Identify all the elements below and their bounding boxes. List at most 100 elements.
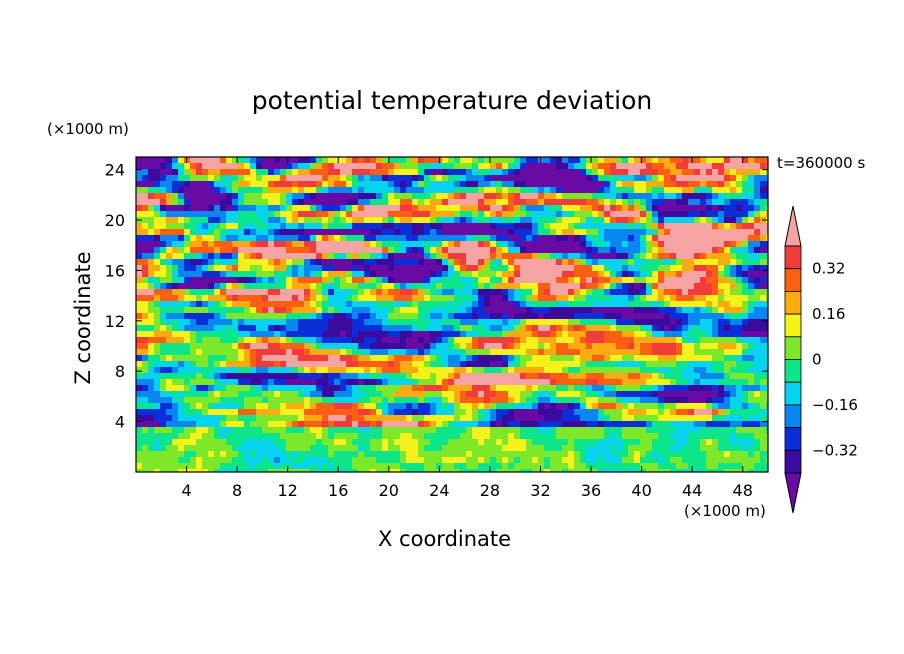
field-cell bbox=[478, 229, 485, 236]
field-cell bbox=[334, 337, 341, 344]
field-cell bbox=[526, 217, 533, 224]
field-cell bbox=[682, 283, 689, 290]
field-cell bbox=[490, 373, 497, 380]
field-cell bbox=[562, 373, 569, 380]
field-cell bbox=[394, 433, 401, 440]
field-cell bbox=[226, 277, 233, 284]
field-cell bbox=[472, 403, 479, 410]
field-cell bbox=[514, 301, 521, 308]
field-cell bbox=[166, 379, 173, 386]
field-cell bbox=[616, 229, 623, 236]
field-cell bbox=[742, 241, 749, 248]
field-cell bbox=[184, 187, 191, 194]
field-cell bbox=[136, 301, 143, 308]
field-cell bbox=[142, 379, 149, 386]
field-cell bbox=[754, 295, 761, 302]
field-cell bbox=[280, 229, 287, 236]
field-cell bbox=[394, 169, 401, 176]
field-cell bbox=[382, 229, 389, 236]
field-cell bbox=[508, 205, 515, 212]
field-cell bbox=[730, 421, 737, 428]
field-cell bbox=[142, 253, 149, 260]
field-cell bbox=[496, 175, 503, 182]
field-cell bbox=[310, 337, 317, 344]
field-cell bbox=[466, 355, 473, 362]
field-cell bbox=[394, 397, 401, 404]
field-cell bbox=[574, 331, 581, 338]
field-cell bbox=[166, 265, 173, 272]
field-cell bbox=[700, 355, 707, 362]
field-cell bbox=[520, 157, 527, 164]
field-cell bbox=[370, 169, 377, 176]
field-cell bbox=[250, 397, 257, 404]
field-cell bbox=[676, 415, 683, 422]
field-cell bbox=[274, 421, 281, 428]
field-cell bbox=[226, 265, 233, 272]
field-cell bbox=[718, 277, 725, 284]
field-cell bbox=[262, 385, 269, 392]
field-cell bbox=[346, 247, 353, 254]
field-cell bbox=[448, 163, 455, 170]
field-cell bbox=[544, 259, 551, 266]
field-cell bbox=[334, 433, 341, 440]
field-cell bbox=[736, 205, 743, 212]
field-cell bbox=[268, 271, 275, 278]
field-cell bbox=[622, 217, 629, 224]
field-cell bbox=[472, 319, 479, 326]
field-cell bbox=[184, 361, 191, 368]
field-cell bbox=[304, 247, 311, 254]
field-cell bbox=[706, 325, 713, 332]
field-cell bbox=[334, 325, 341, 332]
field-cell bbox=[280, 199, 287, 206]
field-cell bbox=[436, 319, 443, 326]
field-cell bbox=[718, 319, 725, 326]
field-cell bbox=[364, 181, 371, 188]
field-cell bbox=[658, 169, 665, 176]
field-cell bbox=[748, 337, 755, 344]
field-cell bbox=[172, 217, 179, 224]
field-cell bbox=[586, 349, 593, 356]
field-cell bbox=[154, 169, 161, 176]
field-cell bbox=[742, 265, 749, 272]
field-cell bbox=[352, 229, 359, 236]
field-cell bbox=[442, 379, 449, 386]
field-cell bbox=[406, 277, 413, 284]
field-cell bbox=[322, 307, 329, 314]
field-cell bbox=[400, 265, 407, 272]
field-cell bbox=[736, 295, 743, 302]
field-cell bbox=[622, 343, 629, 350]
field-cell bbox=[496, 289, 503, 296]
field-cell bbox=[250, 337, 257, 344]
field-cell bbox=[208, 229, 215, 236]
field-cell bbox=[670, 313, 677, 320]
field-cell bbox=[466, 301, 473, 308]
field-cell bbox=[640, 235, 647, 242]
field-cell bbox=[292, 169, 299, 176]
field-cell bbox=[700, 283, 707, 290]
field-cell bbox=[712, 199, 719, 206]
field-cell bbox=[412, 373, 419, 380]
field-cell bbox=[700, 421, 707, 428]
field-cell bbox=[352, 391, 359, 398]
field-cell bbox=[184, 271, 191, 278]
field-cell bbox=[724, 307, 731, 314]
field-cell bbox=[358, 397, 365, 404]
field-cell bbox=[646, 217, 653, 224]
field-cell bbox=[298, 271, 305, 278]
field-cell bbox=[358, 283, 365, 290]
field-cell bbox=[262, 301, 269, 308]
field-cell bbox=[736, 271, 743, 278]
field-cell bbox=[490, 421, 497, 428]
field-cell bbox=[274, 349, 281, 356]
field-cell bbox=[208, 169, 215, 176]
field-cell bbox=[334, 427, 341, 434]
field-cell bbox=[184, 337, 191, 344]
field-cell bbox=[232, 163, 239, 170]
field-cell bbox=[694, 175, 701, 182]
field-cell bbox=[694, 241, 701, 248]
field-cell bbox=[550, 265, 557, 272]
field-cell bbox=[484, 187, 491, 194]
field-cell bbox=[238, 373, 245, 380]
field-cell bbox=[490, 415, 497, 422]
field-cell bbox=[676, 217, 683, 224]
